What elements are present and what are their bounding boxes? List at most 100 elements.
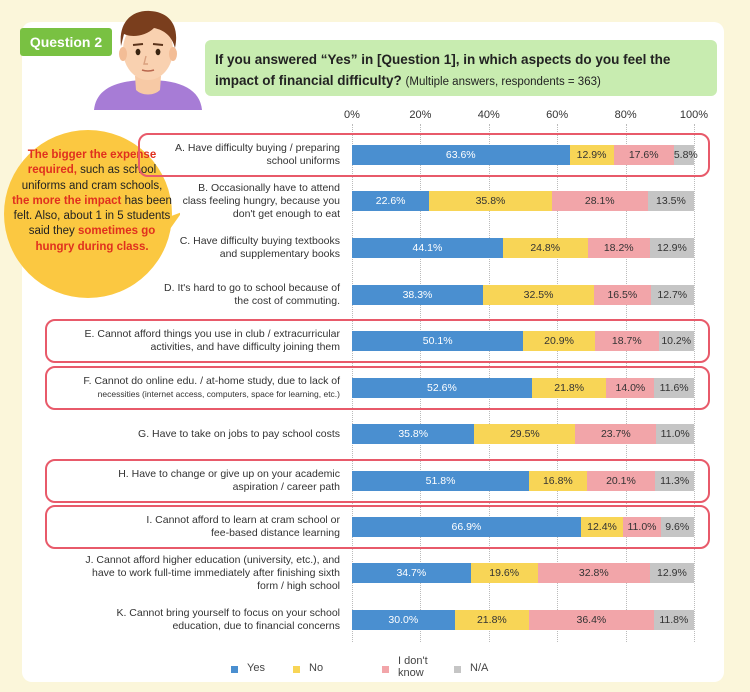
bar-segment-na [658, 331, 694, 351]
x-tick-label: 100% [679, 109, 709, 121]
x-tick-label: 80% [614, 109, 637, 121]
row-label-line: E. Cannot afford things you use in club … [84, 328, 340, 340]
legend-swatch [293, 666, 300, 673]
highlight-box [45, 366, 710, 410]
data-label: 12.4% [587, 521, 617, 533]
highlight-box [45, 319, 710, 363]
bar-segment-na [655, 471, 694, 491]
row-label: I. Cannot afford to learn at cram school… [40, 514, 340, 540]
data-label: 16.5% [607, 289, 638, 301]
data-label: 17.6% [628, 149, 659, 161]
bar-segment-yes [352, 285, 483, 305]
bar-segment-no [529, 471, 587, 491]
bar-segment-dont-know [575, 424, 657, 444]
data-label: 66.9% [451, 521, 482, 533]
row-label-line: and supplementary books [219, 248, 340, 260]
row-label-line: C. Have difficulty buying textbooks [179, 235, 340, 247]
bar-segment-na [653, 610, 694, 630]
data-label: 44.1% [412, 242, 443, 254]
data-label: 11.6% [659, 382, 689, 394]
data-label: 38.3% [402, 289, 433, 301]
row-label-line: aspiration / career path [232, 481, 340, 493]
bar-segment-na [660, 517, 694, 537]
data-label: 50.1% [422, 335, 453, 347]
question-tag: Question 2 [20, 28, 112, 56]
data-label: 35.8% [475, 195, 506, 207]
bar-segment-no [580, 517, 624, 537]
bar-segment-na [673, 145, 694, 165]
legend-swatch [454, 666, 461, 673]
row-label-line: education, due to financial concerns [172, 620, 340, 632]
row-label-line: class feeling hungry, because you [182, 194, 340, 207]
row-label-line: G. Have to take on jobs to pay school co… [138, 427, 340, 440]
legend-label: No [309, 662, 324, 674]
highlight-box [45, 505, 710, 549]
bar-segment-dont-know [594, 285, 651, 305]
bar-segment-yes [352, 563, 471, 583]
bar-segment-yes [352, 517, 581, 537]
row-label: J. Cannot afford higher education (unive… [40, 554, 340, 593]
row-label-line: have to work full-time immediately after… [91, 566, 340, 579]
data-label: 51.8% [425, 475, 456, 487]
data-label: 22.6% [375, 195, 406, 207]
bar-segment-dont-know [606, 378, 655, 398]
bar-segment-no [429, 191, 552, 211]
data-label: 11.0% [660, 428, 690, 440]
bar-segment-no [531, 378, 607, 398]
data-label: 36.4% [576, 614, 607, 626]
bar-segment-no [470, 563, 538, 583]
data-label: 20.1% [606, 475, 636, 487]
bar-segment-na [654, 378, 694, 398]
bar-segment-no [454, 610, 530, 630]
bar-segment-yes [352, 145, 570, 165]
bar-segment-dont-know [529, 610, 654, 630]
row-label-line: fee-based distance learning [210, 527, 340, 539]
bar-segment-yes [352, 238, 503, 258]
bar-segment-dont-know [586, 471, 656, 491]
bar-segment-na [650, 285, 694, 305]
data-label: 32.8% [578, 567, 609, 579]
data-label: 5.8% [673, 149, 698, 161]
data-label: 12.7% [657, 289, 688, 301]
data-label: 13.5% [656, 195, 686, 207]
row-label-line: activities, and have difficulty joining … [150, 341, 341, 353]
bar-segment-no [523, 331, 595, 351]
x-tick-label: 0% [344, 109, 360, 121]
bar-segment-yes [352, 331, 524, 351]
x-tick-label: 20% [409, 109, 432, 121]
data-label: 34.7% [396, 567, 427, 579]
data-label: 20.9% [544, 335, 574, 347]
bar-segment-na [649, 238, 694, 258]
data-label: 35.8% [398, 428, 429, 440]
bar-segment-dont-know [623, 517, 661, 537]
data-label: 18.2% [603, 242, 634, 254]
data-label: 12.9% [576, 149, 607, 161]
legend-label-line: I don't [398, 655, 428, 667]
data-label: 14.0% [615, 382, 646, 394]
row-label-line: I. Cannot afford to learn at cram school… [146, 514, 340, 526]
row-label: B. Occasionally have to attend class feel… [40, 182, 340, 221]
row-label: G. Have to take on jobs to pay school co… [40, 428, 340, 441]
bar-segment-no [502, 238, 588, 258]
bar-segment-no [482, 285, 595, 305]
legend-label: Yes [247, 662, 265, 674]
data-label: 21.8% [476, 614, 507, 626]
bar-segment-dont-know [551, 191, 648, 211]
row-label-line: D. It's hard to go to school because of [164, 282, 340, 294]
legend-swatch [231, 666, 238, 673]
x-tick-label: 40% [477, 109, 500, 121]
data-label: 23.7% [600, 428, 631, 440]
bar-segment-yes [352, 610, 455, 630]
legend-label-line: know [398, 667, 424, 679]
data-label: 11.0% [627, 521, 657, 533]
data-label: 29.5% [509, 428, 540, 440]
data-label: 11.8% [659, 614, 689, 626]
bar-segment-dont-know [587, 238, 650, 258]
data-label: 18.7% [611, 335, 642, 347]
row-label-line: form / high school [257, 579, 340, 592]
row-label: C. Have difficulty buying textbooks and s… [40, 235, 340, 261]
bar-segment-dont-know [613, 145, 674, 165]
row-label-line: necessities (internet access, computers,… [97, 389, 340, 399]
x-tick-label: 60% [546, 109, 569, 121]
bar-segment-yes [352, 191, 430, 211]
